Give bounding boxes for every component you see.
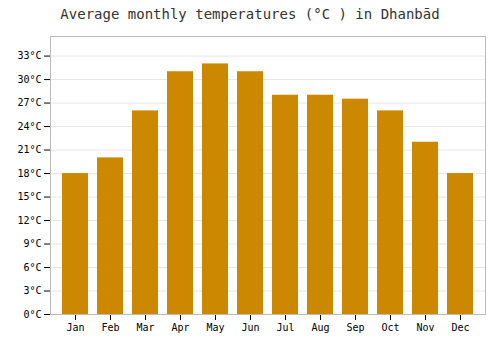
svg-text:12°C: 12°C: [17, 215, 41, 226]
svg-text:0°C: 0°C: [23, 309, 41, 320]
svg-text:Dec: Dec: [451, 322, 469, 333]
svg-text:18°C: 18°C: [17, 168, 41, 179]
svg-text:Jun: Jun: [241, 322, 259, 333]
svg-text:Nov: Nov: [416, 322, 434, 333]
svg-text:Aug: Aug: [311, 322, 329, 333]
svg-text:9°C: 9°C: [23, 238, 41, 249]
svg-text:6°C: 6°C: [23, 262, 41, 273]
svg-text:May: May: [206, 322, 224, 333]
svg-text:24°C: 24°C: [17, 121, 41, 132]
svg-text:27°C: 27°C: [17, 97, 41, 108]
svg-text:3°C: 3°C: [23, 285, 41, 296]
svg-text:Sep: Sep: [346, 322, 364, 333]
svg-text:Oct: Oct: [381, 322, 399, 333]
svg-text:15°C: 15°C: [17, 191, 41, 202]
svg-text:Jul: Jul: [276, 322, 294, 333]
html-text:Average monthly temperatures (: Average monthly temperatures (°C ) in Dh…: [60, 6, 440, 22]
svg-text:30°C: 30°C: [17, 74, 41, 85]
svg-text:21°C: 21°C: [17, 144, 41, 155]
svg-text:33°C: 33°C: [17, 50, 41, 61]
svg-text:Feb: Feb: [101, 322, 119, 333]
svg-text:Jan: Jan: [66, 322, 84, 333]
svg-text:Mar: Mar: [136, 322, 154, 333]
svg-text:Apr: Apr: [171, 322, 189, 333]
